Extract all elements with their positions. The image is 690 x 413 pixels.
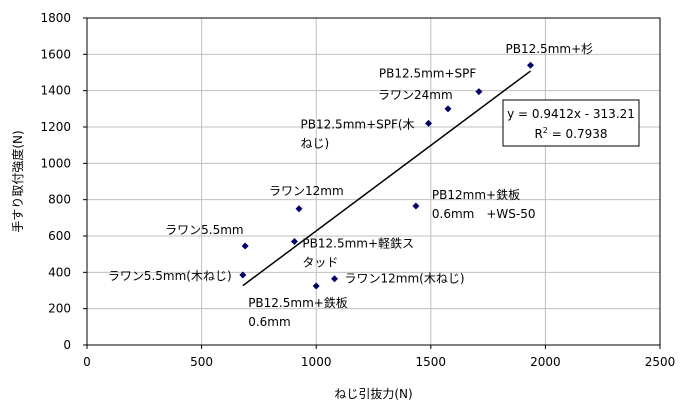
point-label-line: PB12.5mm+杉 xyxy=(506,42,594,56)
y-tick-label: 800 xyxy=(48,193,71,207)
y-tick-label: 1800 xyxy=(40,11,71,25)
point-label-line: ラワン24mm xyxy=(378,88,453,102)
x-tick-label: 0 xyxy=(83,355,91,369)
data-point xyxy=(331,275,339,283)
point-label-line: ラワン12mm xyxy=(269,184,344,198)
equation-box xyxy=(502,99,640,147)
y-tick-label: 1000 xyxy=(40,156,71,170)
r-squared-symbol: R xyxy=(534,127,542,141)
point-label-line: ラワン5.5mm xyxy=(165,223,243,237)
r-squared-superscript: 2 xyxy=(543,126,548,135)
point-label: PB12.5mm+杉 xyxy=(506,42,594,56)
point-labels: PB12.5mm+杉 PB12.5mm+SPF ラワン24mm PB12.5mm+SP… xyxy=(108,42,593,329)
data-point xyxy=(425,119,433,127)
y-tick-label: 600 xyxy=(48,229,71,243)
data-point xyxy=(312,282,320,290)
y-axis-title: 手すり取付強度(N) xyxy=(10,130,25,232)
x-tick-label: 2000 xyxy=(530,355,561,369)
point-label: PB12.5mm+SPF(木ねじ) xyxy=(301,117,415,150)
x-axis-title: ねじ引抜力(N) xyxy=(334,387,412,401)
point-label: PB12.5mm+軽鉄スタッド xyxy=(302,235,414,269)
y-tick-label: 1200 xyxy=(40,120,71,134)
y-tick-label: 0 xyxy=(63,338,71,352)
point-label-line: ラワン12mm(木ねじ) xyxy=(345,272,465,286)
y-tick-label: 1600 xyxy=(40,47,71,61)
point-label-line: PB12.5mm+SPF xyxy=(379,67,476,81)
point-label: PB12.5mm+SPF xyxy=(379,67,476,81)
point-label-line: PB12.5mm+SPF(木 xyxy=(301,117,415,131)
regression-annotation: y = 0.9412x - 313.21 R2 = 0.7938 xyxy=(502,99,640,147)
plot-area xyxy=(86,17,661,346)
y-tick-label: 400 xyxy=(48,265,71,279)
y-tick-label: 200 xyxy=(48,302,71,316)
point-label: ラワン5.5mm xyxy=(165,223,243,237)
point-label: ラワン24mm xyxy=(378,88,453,102)
data-point xyxy=(444,105,452,113)
point-label-line: PB12mm+鉄板 xyxy=(432,187,520,202)
point-label-line: PB12.5mm+鉄板 xyxy=(248,295,348,310)
point-label: PB12.5mm+鉄板 0.6mm xyxy=(248,295,348,329)
point-label: ラワン5.5mm(木ねじ) xyxy=(108,269,232,283)
x-tick-label: 500 xyxy=(190,355,213,369)
point-label: ラワン12mm(木ねじ) xyxy=(345,272,465,286)
point-label: ラワン12mm xyxy=(269,184,344,198)
x-tick-label: 1000 xyxy=(301,355,332,369)
point-label-line: タッド xyxy=(302,255,338,269)
point-label-line: 0.6mm +WS-50 xyxy=(432,207,536,221)
trendline xyxy=(242,70,531,287)
x-tick-label: 2500 xyxy=(645,355,676,369)
point-label-line: ラワン5.5mm(木ねじ) xyxy=(108,269,232,283)
y-tick-label: 1400 xyxy=(40,84,71,98)
equation-text: y = 0.9412x - 313.21 xyxy=(507,107,635,121)
data-point xyxy=(295,205,303,213)
x-tick-label: 1500 xyxy=(416,355,447,369)
x-axis-ticks: 0 500 1000 1500 2000 2500 xyxy=(83,345,675,369)
r-squared-text: R2 = 0.7938 xyxy=(534,126,607,141)
data-point xyxy=(239,271,247,279)
data-point xyxy=(475,88,483,96)
point-label: PB12mm+鉄板 0.6mm +WS-50 xyxy=(432,187,536,221)
data-point xyxy=(290,237,298,245)
point-label-line: 0.6mm xyxy=(248,315,290,329)
data-point xyxy=(527,61,535,69)
point-label-line: PB12.5mm+軽鉄ス xyxy=(302,235,414,250)
r-squared-value: = 0.7938 xyxy=(548,127,608,141)
point-label-line: ねじ) xyxy=(301,136,330,150)
data-point xyxy=(412,202,420,210)
data-points xyxy=(239,61,535,290)
data-point xyxy=(241,242,249,250)
y-axis-ticks: 0 200 400 600 800 1000 1200 1400 1600 1800 xyxy=(40,11,87,352)
